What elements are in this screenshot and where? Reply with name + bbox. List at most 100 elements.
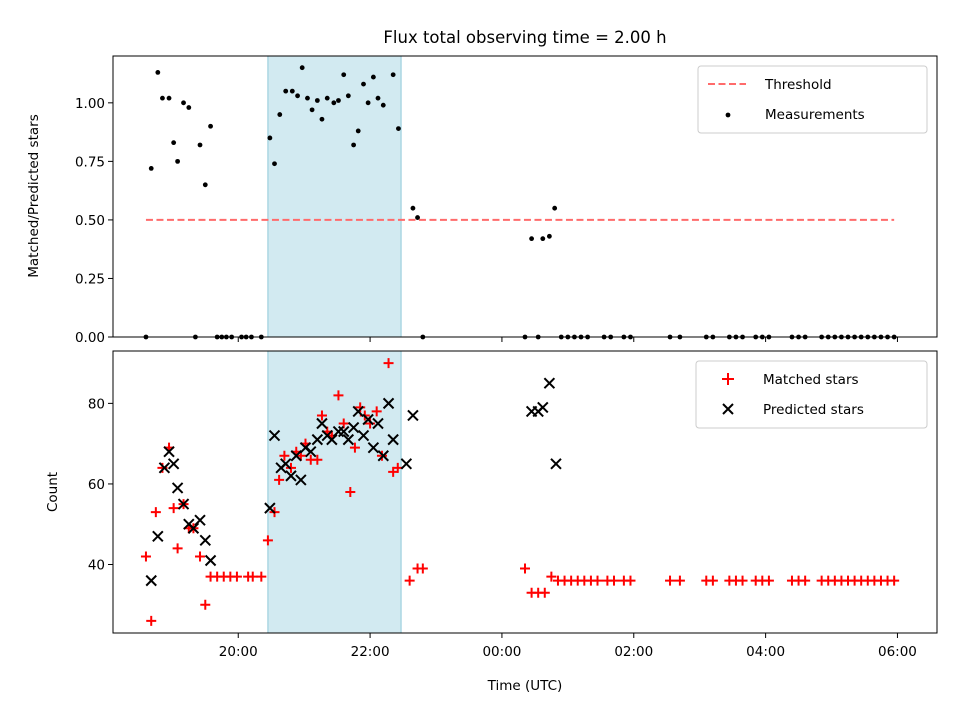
predicted-star-point: [311, 433, 324, 446]
chart-title: Flux total observing time = 2.00 h: [383, 28, 666, 47]
measurement-point: [197, 142, 203, 148]
measurement-point: [552, 205, 558, 211]
top-legend-box: [697, 65, 928, 134]
matched-star-point: [520, 563, 530, 574]
matched-star-point: [539, 587, 550, 598]
measurement-point: [546, 233, 552, 239]
measurement-point: [355, 128, 361, 134]
measurement-point: [314, 98, 320, 103]
predicted-star-point: [543, 377, 556, 389]
predicted-star-point: [204, 554, 217, 567]
bottom-y-tick-label: 60: [88, 477, 105, 493]
x-tick-label: 04:00: [746, 644, 785, 660]
predicted-star-point: [367, 441, 380, 454]
matched-star-point: [279, 450, 290, 461]
predicted-star-point: [550, 458, 562, 470]
predicted-star-point: [537, 401, 549, 414]
predicted-star-point: [338, 425, 350, 438]
measurement-point: [289, 88, 295, 94]
measurement-point: [272, 161, 277, 167]
top-legend: Threshold Measurements: [697, 65, 928, 134]
predicted-star-point: [357, 429, 370, 442]
predicted-star-point: [187, 522, 200, 534]
bottom-legend: Matched stars Predicted stars: [695, 360, 928, 429]
top-y-tick-label: 1.00: [75, 96, 105, 112]
x-tick-label: 22:00: [351, 644, 390, 660]
measurement-point: [267, 135, 273, 141]
predicted-star-point: [264, 502, 276, 514]
measurement-point: [396, 126, 401, 131]
predicted-star-point: [163, 446, 175, 458]
predicted-star-point: [285, 470, 297, 482]
predicted-star-point: [316, 417, 328, 430]
measurement-point: [370, 74, 376, 80]
measurement-point: [324, 95, 330, 101]
matched-star-point: [592, 575, 603, 586]
bottom-highlight-span: [267, 350, 402, 634]
matched-star-point: [195, 551, 206, 562]
matched-star-point: [763, 575, 774, 586]
top-axes-frame: [112, 55, 938, 338]
matched-star-point: [157, 462, 168, 473]
bottom-axes-frame: [112, 350, 938, 634]
measurement-point: [208, 123, 213, 129]
measurement-point: [148, 166, 154, 171]
measurement-point: [415, 215, 420, 220]
top-panel: 0.00 0.25 0.50 0.75 1.00: [75, 55, 938, 346]
measurement-point: [166, 95, 172, 101]
x-axis-label: Time (UTC): [487, 678, 563, 694]
legend-threshold-label: Threshold: [764, 77, 832, 93]
measurement-point: [365, 100, 371, 106]
predicted-star-point: [152, 530, 164, 543]
matched-star-point: [625, 575, 636, 586]
measurement-point: [171, 140, 177, 146]
bottom-panel: 40 60 80 20:00 22:00 00:00 02:00 04:00 06:00: [88, 350, 938, 660]
matched-star-point: [168, 503, 179, 514]
matched-star-point: [417, 563, 428, 574]
predicted-star-point: [382, 397, 395, 410]
top-y-axis-label: Matched/Predicted stars: [26, 114, 42, 277]
x-tick-label: 00:00: [482, 644, 521, 660]
measurement-point: [540, 236, 546, 242]
predicted-star-point: [372, 417, 384, 430]
matched-star-point: [200, 599, 211, 610]
predicted-star-point: [342, 433, 355, 446]
predicted-star-point: [377, 450, 389, 462]
measurement-point: [186, 105, 192, 110]
predicted-star-point: [171, 482, 184, 494]
predicted-star-point: [400, 458, 413, 470]
matched-star-point: [256, 571, 267, 582]
matched-star-point: [349, 442, 360, 453]
matched-star-point: [674, 575, 685, 586]
measurement-point: [277, 112, 283, 117]
measurement-point: [283, 88, 289, 94]
predicted-star-point: [145, 574, 157, 587]
matched-star-point: [247, 571, 258, 582]
top-y-tick-label: 0.75: [75, 154, 105, 170]
x-tick-label: 06:00: [878, 644, 917, 660]
matched-star-point: [889, 575, 900, 586]
legend-matched-swatch: [722, 373, 734, 385]
matched-star-point: [383, 358, 394, 369]
measurement-point: [175, 158, 181, 164]
matched-star-point: [140, 551, 151, 562]
top-y-tick-label: 0.25: [75, 271, 105, 287]
predicted-star-point: [347, 421, 360, 434]
predicted-star-point: [199, 534, 211, 547]
measurement-point: [410, 205, 416, 211]
matched-star-point: [262, 535, 273, 546]
bottom-y-axis-label: Count: [45, 472, 61, 512]
matched-star-point: [404, 575, 415, 586]
matched-star-point: [608, 575, 619, 586]
legend-measurements-swatch: [725, 112, 731, 118]
matched-star-point: [146, 615, 157, 626]
matched-star-point: [150, 507, 161, 518]
matched-star-point: [665, 575, 676, 586]
measurement-point: [375, 95, 381, 101]
matched-star-point: [274, 474, 285, 485]
measurement-point: [295, 93, 300, 99]
measurement-point: [361, 81, 366, 87]
measurement-point: [331, 100, 337, 106]
measurement-point: [319, 116, 325, 122]
